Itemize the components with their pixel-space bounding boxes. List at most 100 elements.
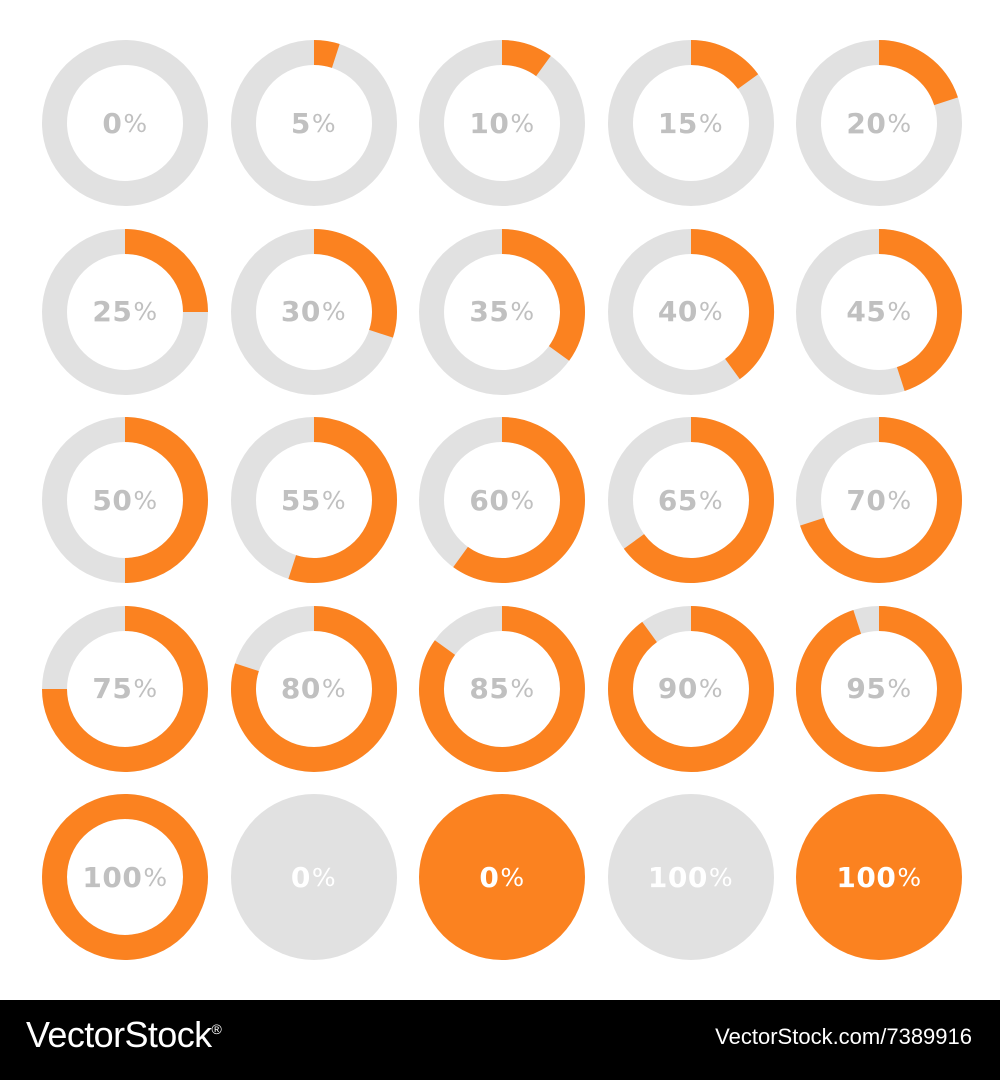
ring-percent-unit: % <box>510 485 535 515</box>
ring-percent-label: 90% <box>606 604 776 774</box>
ring-percent-value: 100 <box>82 860 143 894</box>
ring-graphic <box>796 417 962 583</box>
ring-progress-arc <box>453 417 585 583</box>
ring-graphic <box>230 228 397 395</box>
ring-percent-unit: % <box>321 297 347 326</box>
ring-progress-arc <box>124 417 208 583</box>
ring-percent-label: 35% <box>417 227 587 397</box>
ring-percent-unit: % <box>500 862 525 892</box>
ring-graphic <box>42 40 208 206</box>
ring-percent-label: 100% <box>40 792 210 962</box>
ring-percent-value: 5 <box>290 106 311 140</box>
ring-percent-value: 15 <box>657 106 698 140</box>
ring-percent-unit: % <box>897 862 922 892</box>
ring-percent-label: 100% <box>794 792 964 962</box>
ring-percent-label: 20% <box>794 38 964 208</box>
ring-percent-unit: % <box>123 108 148 138</box>
ring-progress-arc <box>623 417 774 583</box>
ring-percent-label: 40% <box>606 227 776 397</box>
ring-percent-unit: % <box>321 485 347 515</box>
ring-progress-arc <box>501 228 585 361</box>
ring-percent-label: 95% <box>794 604 964 774</box>
ring-percent-value: 20 <box>846 106 887 140</box>
progress-ring: 35% <box>417 227 587 397</box>
ring-progress-arc <box>878 40 958 106</box>
ring-percent-unit: % <box>510 108 535 138</box>
ring-graphic <box>42 417 208 583</box>
ring-disc <box>796 794 962 960</box>
ring-percent-unit: % <box>311 108 337 138</box>
ring-progress-arc <box>607 605 774 772</box>
brand-name: VectorStock <box>26 1014 212 1055</box>
ring-progress-arc <box>796 605 962 772</box>
ring-percent-unit: % <box>698 485 724 515</box>
progress-ring: 80% <box>229 604 399 774</box>
ring-percent-label: 5% <box>229 38 399 208</box>
progress-ring: 20% <box>794 38 964 208</box>
ring-graphic <box>42 605 208 772</box>
ring-percent-value: 95 <box>846 672 887 705</box>
ring-percent-unit: % <box>311 862 337 892</box>
ring-graphic <box>42 228 208 395</box>
ring-progress-arc <box>689 40 758 90</box>
progress-ring: 0% <box>417 792 587 962</box>
ring-percent-label: 75% <box>40 604 210 774</box>
ring-percent-unit: % <box>698 674 724 703</box>
ring-percent-value: 90 <box>657 672 698 705</box>
ring-percent-value: 10 <box>469 106 510 140</box>
ring-progress-arc <box>230 605 397 772</box>
ring-progress-arc <box>124 228 208 313</box>
ring-percent-label: 0% <box>229 792 399 962</box>
ring-percent-label: 80% <box>229 604 399 774</box>
progress-ring: 75% <box>40 604 210 774</box>
ring-disc <box>419 794 585 960</box>
progress-ring: 10% <box>417 38 587 208</box>
ring-percent-unit: % <box>887 108 912 138</box>
progress-ring: 100% <box>40 792 210 962</box>
ring-graphic <box>607 228 774 395</box>
ring-track <box>42 40 208 206</box>
progress-ring: 45% <box>794 227 964 397</box>
ring-percent-value: 60 <box>469 483 510 517</box>
ring-progress-arc <box>42 605 208 772</box>
ring-graphic <box>796 228 962 395</box>
ring-percent-label: 50% <box>40 415 210 585</box>
brand-logo: VectorStock® <box>26 1014 222 1056</box>
ring-percent-value: 0 <box>479 860 500 894</box>
ring-percent-value: 35 <box>469 295 510 328</box>
ring-percent-label: 85% <box>417 604 587 774</box>
ring-graphic <box>42 794 208 960</box>
progress-ring: 40% <box>606 227 776 397</box>
progress-ring: 25% <box>40 227 210 397</box>
ring-percent-label: 25% <box>40 227 210 397</box>
ring-percent-value: 100 <box>836 860 897 894</box>
ring-percent-unit: % <box>887 485 912 515</box>
progress-ring: 15% <box>606 38 776 208</box>
progress-ring: 70% <box>794 415 964 585</box>
ring-graphic <box>230 417 397 583</box>
ring-graphic <box>230 794 397 960</box>
ring-percent-label: 15% <box>606 38 776 208</box>
ring-percent-value: 85 <box>469 672 510 705</box>
progress-ring: 85% <box>417 604 587 774</box>
ring-percent-unit: % <box>133 297 158 326</box>
image-id-text: VectorStock.com/7389916 <box>715 1024 972 1049</box>
ring-percent-label: 45% <box>794 227 964 397</box>
ring-percent-unit: % <box>887 674 912 703</box>
ring-graphic <box>419 794 585 960</box>
ring-percent-unit: % <box>708 862 734 892</box>
ring-progress-arc <box>287 417 397 583</box>
ring-progress-arc <box>800 417 962 583</box>
ring-percent-value: 40 <box>657 295 698 328</box>
ring-percent-unit: % <box>321 674 347 703</box>
ring-percent-value: 0 <box>102 106 123 140</box>
ring-percent-value: 25 <box>92 295 133 328</box>
ring-progress-arc <box>419 605 585 772</box>
progress-ring: 95% <box>794 604 964 774</box>
ring-disc <box>230 794 397 960</box>
footer-bar: VectorStock® VectorStock.com/7389916 <box>0 1000 1000 1080</box>
progress-ring: 90% <box>606 604 776 774</box>
progress-ring: 0% <box>229 792 399 962</box>
ring-graphic <box>796 605 962 772</box>
ring-percent-unit: % <box>698 108 724 138</box>
